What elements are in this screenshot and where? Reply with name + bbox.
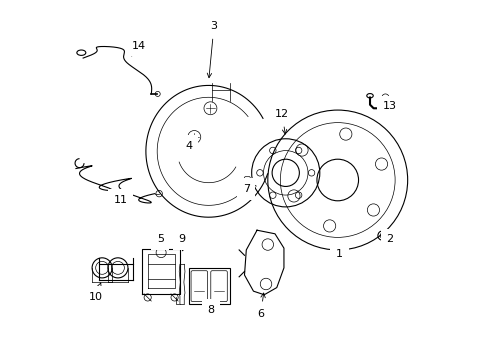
Text: 5: 5 [156,234,163,250]
Text: 3: 3 [207,21,217,78]
Text: 12: 12 [275,109,288,134]
Text: 6: 6 [257,293,264,319]
Text: 4: 4 [185,141,193,151]
Text: 11: 11 [114,195,127,205]
Bar [188,268,230,304]
Text: 1: 1 [335,248,342,258]
Text: 10: 10 [88,283,102,302]
Text: 7: 7 [242,184,249,194]
Text: 2: 2 [385,233,392,244]
Text: 13: 13 [382,102,396,112]
Text: 14: 14 [131,41,145,56]
Text: 8: 8 [207,305,214,315]
Text: 9: 9 [178,234,185,251]
